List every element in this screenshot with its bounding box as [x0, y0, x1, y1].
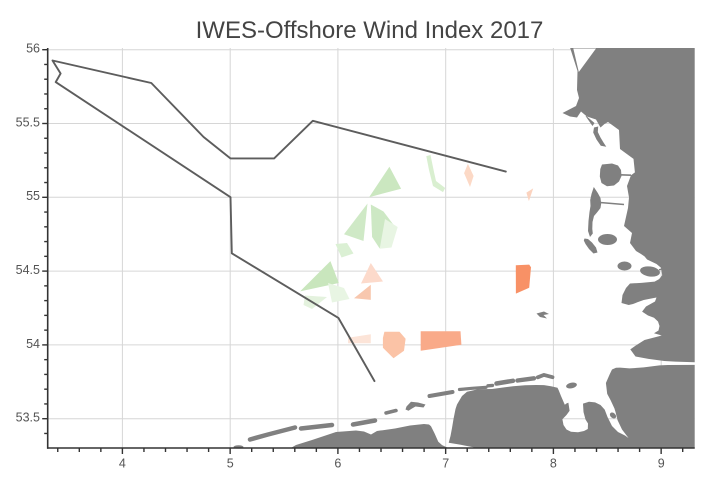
svg-text:6: 6	[334, 456, 341, 470]
svg-text:4: 4	[119, 456, 126, 470]
svg-text:5: 5	[227, 456, 234, 470]
svg-text:54.5: 54.5	[16, 263, 40, 277]
svg-text:55.5: 55.5	[16, 115, 40, 129]
svg-text:56: 56	[26, 42, 40, 56]
svg-text:8: 8	[550, 456, 557, 470]
svg-text:53.5: 53.5	[16, 411, 40, 425]
svg-text:55: 55	[26, 189, 40, 203]
svg-text:54: 54	[26, 337, 40, 351]
svg-text:IWES-Offshore Wind Index 2017: IWES-Offshore Wind Index 2017	[196, 17, 544, 44]
svg-text:7: 7	[442, 456, 449, 470]
svg-text:9: 9	[658, 456, 665, 470]
